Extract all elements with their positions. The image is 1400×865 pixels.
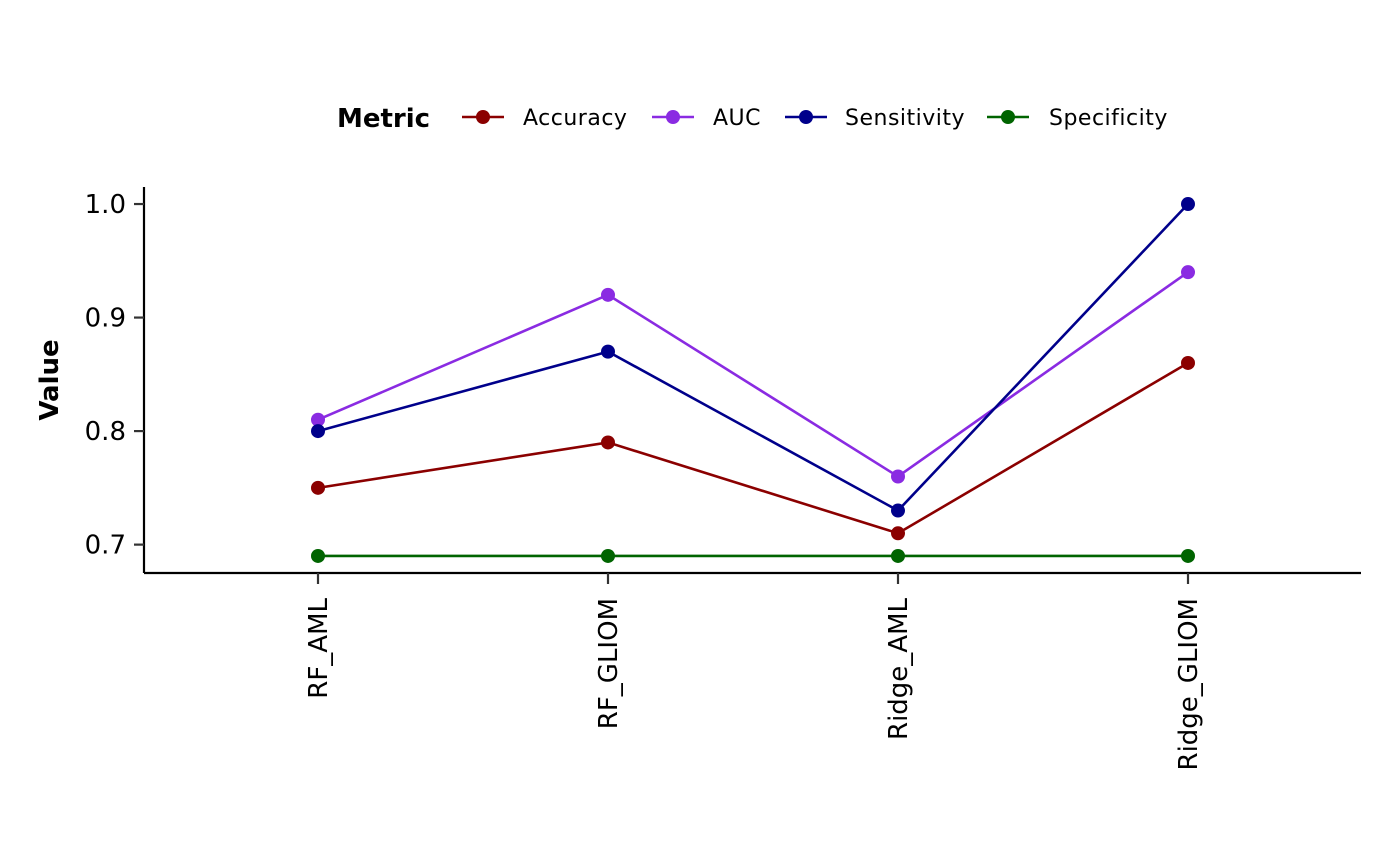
y-tick-label: 0.7 [85, 531, 126, 561]
legend-label: Specificity [1049, 106, 1168, 131]
axes: 0.7 0.8 0.9 1.0 RF_AML RF_GLIOM Ridge_AML Ridg… [35, 187, 1361, 771]
y-tick-label: 0.8 [85, 417, 126, 447]
series-specificity [311, 548, 1195, 563]
data-point [311, 480, 325, 495]
legend-key-point [799, 110, 813, 124]
series-line [317, 203, 1189, 513]
data-point [311, 412, 325, 427]
data-point [891, 469, 905, 484]
legend-key-point [1001, 110, 1015, 124]
data-point [311, 424, 325, 439]
legend-key-point [476, 110, 490, 124]
series-sensitivity [311, 197, 1195, 518]
data-point [311, 548, 325, 563]
legend-title: Metric [337, 104, 430, 134]
data-point [601, 435, 615, 450]
legend-item-accuracy: Accuracy [462, 106, 627, 131]
x-ticks: RF_AML RF_GLIOM Ridge_AML Ridge_GLIOM [304, 573, 1204, 771]
legend-item-auc: AUC [652, 106, 761, 131]
data-point [1181, 265, 1195, 280]
series-accuracy [311, 355, 1195, 541]
data-point [891, 503, 905, 518]
data-point [1181, 355, 1195, 370]
data-point [1181, 548, 1195, 563]
y-tick-label: 0.9 [85, 304, 126, 334]
x-tick-label: RF_AML [304, 597, 334, 698]
legend-item-sensitivity: Sensitivity [785, 106, 965, 131]
legend-item-specificity: Specificity [987, 106, 1168, 131]
data-point [891, 526, 905, 541]
x-tick-label: Ridge_AML [884, 597, 914, 740]
series-auc [311, 265, 1195, 484]
legend-key-point [666, 110, 680, 124]
data-point [1181, 197, 1195, 212]
x-tick-label: RF_GLIOM [594, 598, 624, 729]
legend: Metric Accuracy AUC Sensitivity Specificity [337, 104, 1168, 134]
data-point [601, 548, 615, 563]
data-point [601, 344, 615, 359]
legend-label: Sensitivity [845, 106, 965, 131]
legend-items: Accuracy AUC Sensitivity Specificity [462, 106, 1168, 131]
plot-area [311, 197, 1195, 563]
data-point [891, 548, 905, 563]
y-axis-title: Value [35, 339, 65, 420]
y-ticks: 0.7 0.8 0.9 1.0 [85, 190, 144, 561]
legend-label: Accuracy [523, 106, 627, 131]
data-point [601, 287, 615, 302]
series-line [317, 271, 1189, 479]
legend-label: AUC [713, 106, 761, 131]
series-line [317, 361, 1189, 535]
x-tick-label: Ridge_GLIOM [1174, 598, 1204, 771]
y-tick-label: 1.0 [85, 190, 126, 220]
